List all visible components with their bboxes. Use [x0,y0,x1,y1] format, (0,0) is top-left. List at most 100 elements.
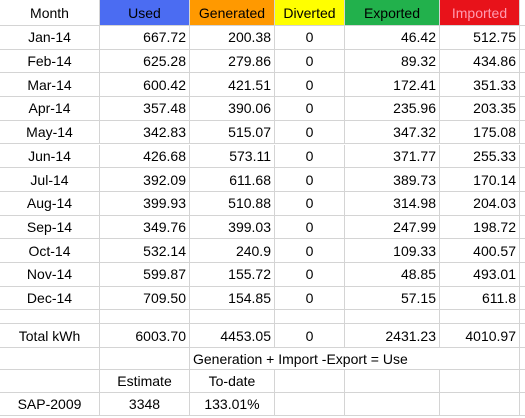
data-cell: 389.73 [345,168,440,192]
sap-cell: 133.01% [190,393,275,417]
empty-cell [520,393,525,417]
data-cell: 314.98 [345,191,440,216]
data-cell: 247.99 [345,215,440,240]
data-cell: 357.48 [100,97,190,121]
data-cell: 600.42 [100,73,190,98]
empty-cell [275,393,345,417]
data-cell: 342.83 [100,120,190,145]
data-cell: 0 [275,239,345,263]
data-cell: 573.11 [190,144,275,169]
data-cell: 426.68 [100,144,190,169]
data-cell: 279.86 [190,49,275,74]
empty-cell [345,370,440,394]
data-cell: 599.87 [100,263,190,287]
header-cell: Exported [345,0,440,26]
data-cell: 515.07 [190,120,275,145]
data-cell: 421.51 [190,73,275,98]
empty-cell [520,263,525,287]
data-cell: 349.76 [100,215,190,240]
empty-cell [100,348,190,371]
header-cell: Generated [190,0,275,26]
empty-cell [520,50,525,74]
empty-cell [520,370,525,394]
data-cell: 399.03 [190,215,275,240]
empty-cell [520,348,525,371]
data-cell: 89.32 [345,49,440,74]
label-cell: Estimate [100,370,190,394]
data-cell: 351.33 [440,73,520,98]
data-cell: 493.01 [440,263,520,287]
data-cell: 0 [275,168,345,192]
empty-cell [0,348,100,371]
data-cell: 371.77 [345,144,440,169]
empty-cell [520,145,525,169]
data-cell: 0 [275,26,345,50]
total-cell: 4010.97 [440,324,520,349]
data-cell: 0 [275,49,345,74]
data-cell: 255.33 [440,144,520,169]
empty-cell [0,370,100,394]
header-cell: Imported [440,0,520,26]
header-cell: Diverted [275,0,345,26]
empty-cell [520,121,525,145]
data-cell: 155.72 [190,263,275,287]
empty-cell [520,26,525,50]
data-cell: 0 [275,97,345,121]
empty-cell [520,97,525,121]
data-cell: 109.33 [345,239,440,263]
data-cell: Feb-14 [0,49,100,74]
empty-cell [190,310,275,325]
data-cell: 392.09 [100,168,190,192]
data-cell: Jun-14 [0,144,100,169]
data-cell: 512.75 [440,26,520,50]
data-cell: May-14 [0,120,100,145]
data-cell: 0 [275,286,345,311]
total-cell: 2431.23 [345,324,440,349]
data-cell: 175.08 [440,120,520,145]
data-cell: 57.15 [345,286,440,311]
data-cell: 172.41 [345,73,440,98]
data-cell: 240.9 [190,239,275,263]
empty-cell [520,287,525,311]
data-cell: 434.86 [440,49,520,74]
data-cell: 0 [275,73,345,98]
empty-cell [520,73,525,98]
empty-cell [100,310,190,325]
data-cell: Oct-14 [0,239,100,263]
data-cell: 204.03 [440,191,520,216]
data-cell: 510.88 [190,191,275,216]
empty-cell [520,192,525,216]
empty-cell [345,310,440,325]
data-cell: 667.72 [100,26,190,50]
data-cell: Nov-14 [0,263,100,287]
total-cell: 4453.05 [190,324,275,349]
data-cell: 170.14 [440,168,520,192]
empty-cell [520,0,525,26]
data-cell: 46.42 [345,26,440,50]
sap-cell: SAP-2009 [0,393,100,417]
data-cell: 390.06 [190,97,275,121]
data-cell: 48.85 [345,263,440,287]
data-cell: Sep-14 [0,215,100,240]
data-cell: 0 [275,215,345,240]
data-cell: Mar-14 [0,73,100,98]
empty-cell [440,310,520,325]
data-cell: 0 [275,191,345,216]
header-cell: Used [100,0,190,26]
empty-cell [440,393,520,417]
empty-cell [440,370,520,394]
data-cell: 611.68 [190,168,275,192]
data-cell: 0 [275,144,345,169]
data-cell: Jul-14 [0,168,100,192]
header-cell: Month [0,0,100,26]
empty-cell [275,370,345,394]
data-cell: 200.38 [190,26,275,50]
sap-cell: 3348 [100,393,190,417]
data-cell: 154.85 [190,286,275,311]
empty-cell [520,168,525,192]
total-cell: Total kWh [0,324,100,349]
data-cell: 532.14 [100,239,190,263]
data-cell: 709.50 [100,286,190,311]
empty-cell [345,393,440,417]
